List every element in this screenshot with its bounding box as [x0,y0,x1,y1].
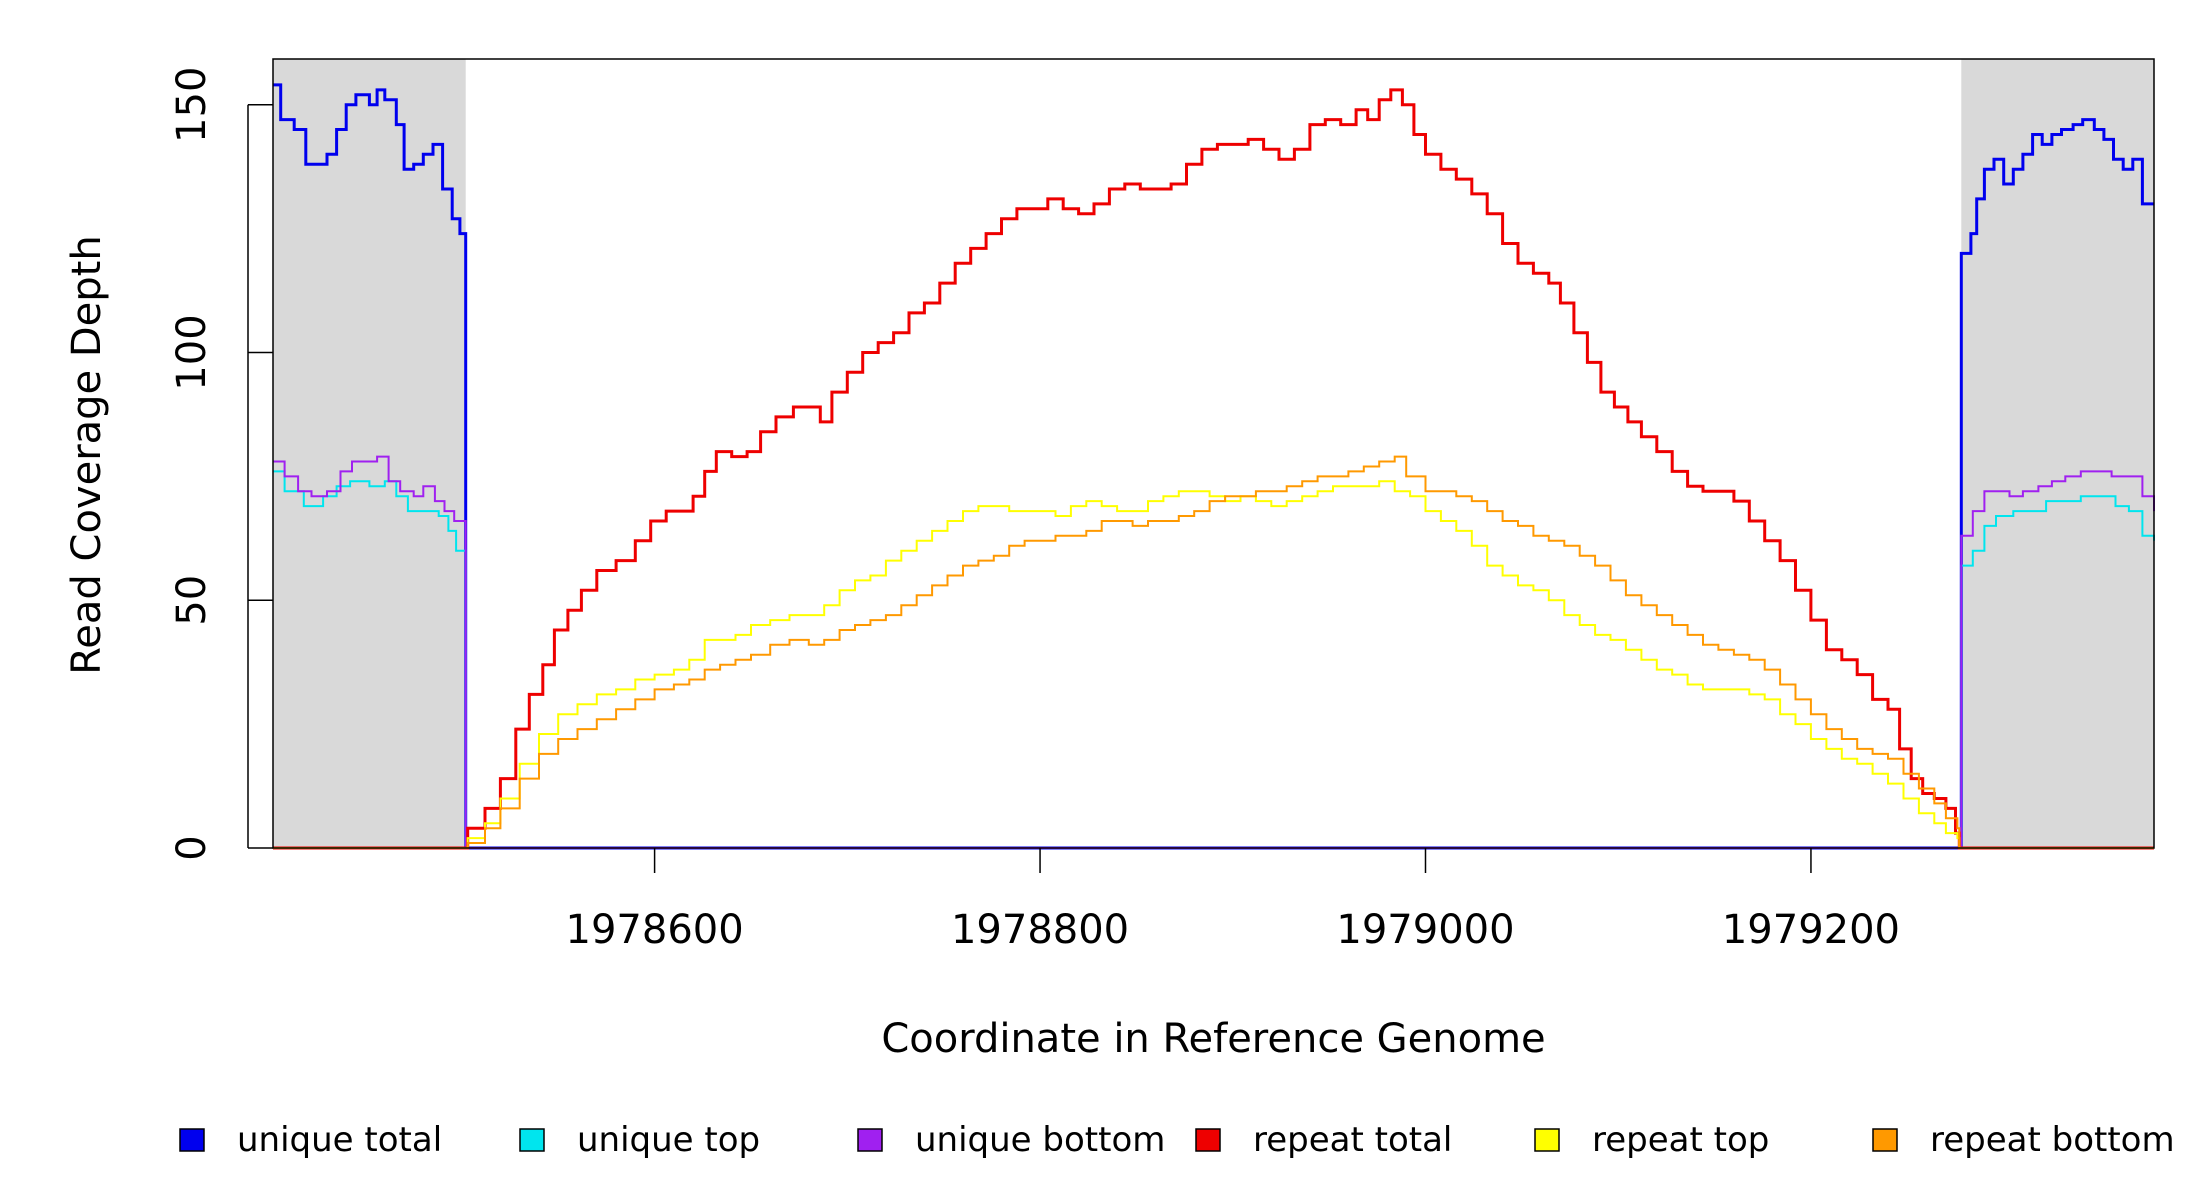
y-axis: 0 50 100 150 [169,67,273,861]
shaded-region-1 [273,59,466,848]
series-repeat-top [273,480,2154,849]
x-axis: 1978600 1978800 1979000 1979200 [566,848,1900,953]
series-repeat-bottom [273,455,2154,849]
plot-frame [272,58,2155,849]
shaded-regions [273,59,2154,848]
y-tick-label: 50 [169,575,215,626]
y-axis-label: Read Coverage Depth [64,235,110,674]
x-tick-label: 1979000 [1336,907,1514,953]
x-tick-label: 1978600 [566,907,744,953]
y-tick-label: 0 [169,835,215,860]
legend-label-repeat-top: repeat top [1592,1120,1769,1160]
legend-swatch-repeat-top [1534,1128,1560,1152]
legend-swatch-unique-total [179,1128,205,1152]
legend-label-unique-bottom: unique bottom [915,1120,1165,1160]
x-tick-label: 1978800 [951,907,1129,953]
series-unique-bottom [273,455,2155,849]
legend-label-unique-total: unique total [237,1120,442,1160]
legend-swatch-repeat-bottom [1872,1128,1898,1152]
legend-label-repeat-total: repeat total [1253,1120,1452,1160]
legend-swatch-unique-top [519,1128,545,1152]
legend-swatch-repeat-total [1195,1128,1221,1152]
legend-label-unique-top: unique top [577,1120,760,1160]
x-axis-label: Coordinate in Reference Genome [881,1016,1545,1062]
series-lines [273,83,2155,850]
legend-label-repeat-bottom: repeat bottom [1930,1120,2175,1160]
y-tick-label: 100 [169,314,215,390]
legend: unique total unique top unique bottom repea… [179,1120,2175,1160]
legend-swatch-unique-bottom [857,1128,883,1152]
series-repeat-total [273,88,2154,850]
shaded-region-2 [1961,59,2154,848]
x-tick-label: 1979200 [1722,907,1900,953]
y-tick-label: 150 [169,67,215,143]
